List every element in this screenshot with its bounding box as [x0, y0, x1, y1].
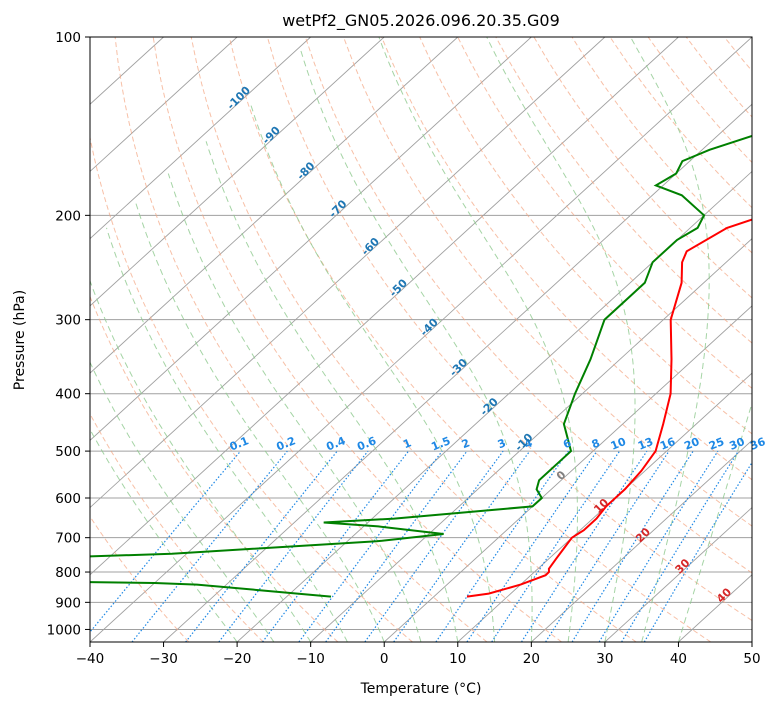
mixing-ratio-line: [131, 450, 288, 642]
x-tick-label: 20: [523, 651, 540, 667]
plot-frame: [89, 36, 753, 643]
isotherm-line: [90, 37, 459, 374]
x-tick-label: 10: [449, 651, 466, 667]
mixing-ratio-label: 20: [682, 435, 701, 453]
isotherm-line: [236, 170, 752, 642]
mixing-ratio-line: [571, 450, 694, 642]
isotherm-line: [604, 506, 752, 642]
mixing-ratio-label: 2: [460, 436, 472, 451]
y-tick-label: 900: [55, 595, 81, 611]
dry-adiabat-line: [114, 37, 488, 642]
x-axis-ticks: −40 −30 −20 −10 0 10 20 30 40 50: [76, 642, 761, 667]
moist-adiabat-line: [300, 49, 533, 642]
mixing-ratio-line: [185, 450, 338, 642]
y-tick-label: 400: [55, 387, 81, 403]
mixing-ratio-line: [298, 450, 443, 642]
x-tick-label: −10: [296, 651, 325, 667]
isotherm-line: [90, 37, 606, 509]
chart-title: wetPf2_GN05.2026.096.20.35.G09: [282, 11, 560, 31]
y-tick-label: 200: [55, 208, 81, 224]
dry-adiabat-line: [343, 37, 752, 527]
x-tick-label: 0: [380, 651, 389, 667]
mixing-ratio-line: [643, 461, 752, 642]
moist-adiabat-line: [486, 37, 636, 642]
moist-adiabat-line: [90, 279, 312, 642]
moist-adiabat-line: [378, 37, 578, 642]
mixing-ratio-label: 30: [728, 435, 747, 453]
mixing-ratio-label: 3: [496, 436, 508, 451]
mixing-ratio-line: [435, 450, 569, 642]
y-tick-label: 500: [55, 444, 81, 460]
temperature-line: [466, 218, 752, 598]
dry-adiabat-line: [419, 37, 752, 435]
dry-adiabat-line: [90, 412, 264, 642]
dry-adiabat-line: [266, 37, 752, 622]
x-tick-label: −30: [149, 651, 178, 667]
moist-adiabat-line: [250, 104, 496, 642]
x-tick-label: 40: [670, 651, 687, 667]
dry-adiabat-line: [533, 37, 752, 299]
isotherm-line: [531, 439, 752, 642]
x-tick-label: −20: [223, 651, 252, 667]
series-lines: [90, 134, 752, 598]
isotherm-line: [90, 37, 532, 441]
moist-adiabat-line: [135, 201, 385, 642]
mixing-ratio-line: [598, 450, 719, 642]
moist-adiabat-line: [90, 361, 275, 642]
y-axis-label: Pressure (hPa): [12, 290, 28, 390]
dry-adiabat-line: [228, 37, 712, 642]
mixing-ratio-line: [491, 450, 621, 642]
y-tick-label: 600: [55, 491, 81, 507]
dewpoint-line: [90, 134, 752, 598]
y-tick-label: 300: [55, 313, 81, 329]
y-tick-label: 700: [55, 531, 81, 547]
mixing-ratio-label: 36: [748, 435, 767, 453]
background-lines: [90, 37, 752, 642]
mixing-ratio-line: [621, 450, 739, 642]
x-tick-label: 30: [596, 651, 613, 667]
dry-adiabat-line: [190, 37, 637, 642]
mixing-ratio-label: 16: [658, 435, 677, 453]
mixing-ratio-label: 1: [401, 436, 413, 451]
isotherm-line: [90, 37, 238, 173]
dry-adiabat-line: [304, 37, 752, 574]
dry-adiabat-line: [90, 135, 413, 642]
isotherm-line: [383, 305, 752, 642]
dry-adiabat-line: [381, 37, 752, 481]
mixing-ratio-line: [325, 450, 468, 642]
mixing-ratio-line: [393, 450, 531, 642]
isotherm-line: [163, 103, 752, 642]
isotherm-line: [90, 37, 311, 240]
isotherm-line: [90, 37, 752, 642]
dry-adiabat-line: [152, 37, 562, 642]
mixing-ratio-label: 10: [609, 435, 628, 453]
x-tick-label: −40: [76, 651, 105, 667]
y-tick-label: 800: [55, 565, 81, 581]
isotherm-line: [90, 37, 679, 576]
moist-adiabat-line: [630, 37, 710, 642]
mixing-ratio-line: [262, 450, 409, 642]
mixing-ratio-label: 25: [707, 435, 726, 453]
moist-adiabat-line: [677, 401, 752, 642]
mixing-ratio-line: [218, 450, 369, 642]
x-tick-label: 50: [743, 651, 760, 667]
dry-adiabat-line: [495, 37, 752, 344]
y-tick-label: 1000: [47, 622, 81, 638]
mixing-ratio-label: 13: [636, 435, 655, 453]
y-tick-label: 100: [55, 30, 81, 46]
x-axis-label: Temperature (°C): [360, 681, 482, 697]
mixing-ratio-label: 8: [590, 436, 602, 451]
mixing-ratio-line: [466, 450, 598, 642]
moist-adiabat-line: [167, 173, 422, 642]
mixing-ratio-line: [545, 450, 670, 642]
y-axis-ticks: 100 200 300 400 500 600 700 800 900 1000: [47, 30, 90, 638]
isotherm-line: [90, 37, 385, 307]
mixing-ratio-line: [364, 450, 504, 642]
